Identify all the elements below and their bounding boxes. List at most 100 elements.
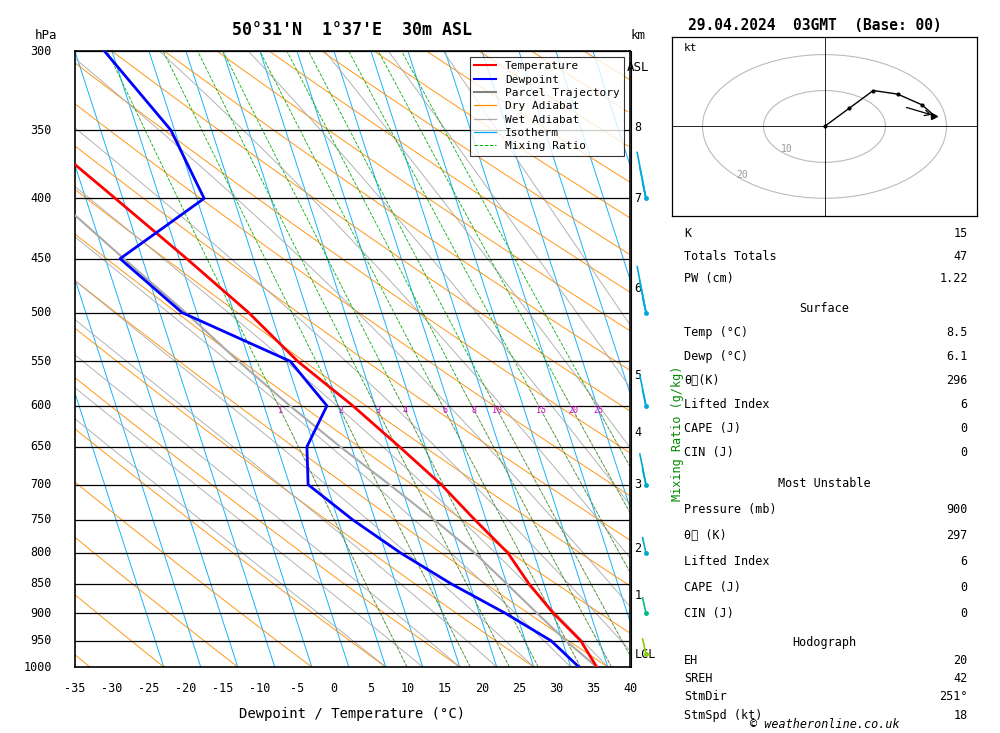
Text: 25: 25 — [593, 405, 603, 415]
Text: 1: 1 — [634, 589, 642, 603]
Text: 40: 40 — [623, 682, 637, 696]
Text: © weatheronline.co.uk: © weatheronline.co.uk — [750, 718, 900, 731]
Text: 600: 600 — [30, 399, 52, 412]
Text: -30: -30 — [101, 682, 123, 696]
Text: 350: 350 — [30, 124, 52, 136]
Text: 15: 15 — [954, 227, 968, 240]
Text: 25: 25 — [512, 682, 526, 696]
Text: 700: 700 — [30, 478, 52, 491]
Text: 15: 15 — [438, 682, 452, 696]
Text: -20: -20 — [175, 682, 197, 696]
Text: 30: 30 — [549, 682, 563, 696]
Text: 4: 4 — [402, 405, 407, 415]
Text: 35: 35 — [586, 682, 600, 696]
Text: 650: 650 — [30, 441, 52, 453]
Text: 7: 7 — [634, 192, 642, 205]
Text: Most Unstable: Most Unstable — [778, 477, 871, 490]
Text: 50°31'N  1°37'E  30m ASL: 50°31'N 1°37'E 30m ASL — [232, 21, 473, 39]
Text: SREH: SREH — [684, 672, 713, 685]
Text: 296: 296 — [946, 374, 968, 387]
Text: 297: 297 — [946, 529, 968, 542]
Text: θᴇ(K): θᴇ(K) — [684, 374, 720, 387]
Text: Pressure (mb): Pressure (mb) — [684, 503, 777, 516]
Text: Lifted Index: Lifted Index — [684, 398, 770, 410]
Text: kt: kt — [684, 43, 698, 53]
Text: -5: -5 — [290, 682, 304, 696]
Text: 15: 15 — [536, 405, 546, 415]
Text: 2: 2 — [338, 405, 343, 415]
Text: 2: 2 — [634, 542, 642, 555]
Text: 750: 750 — [30, 513, 52, 526]
Text: 800: 800 — [30, 546, 52, 559]
Text: PW (cm): PW (cm) — [684, 273, 734, 285]
Text: K: K — [684, 227, 691, 240]
Text: CIN (J): CIN (J) — [684, 446, 734, 459]
Text: 850: 850 — [30, 578, 52, 590]
Text: Mixing Ratio (g/kg): Mixing Ratio (g/kg) — [671, 365, 684, 501]
Text: 6: 6 — [961, 398, 968, 410]
Text: 20: 20 — [737, 170, 748, 180]
Text: 8: 8 — [472, 405, 477, 415]
Text: Dewpoint / Temperature (°C): Dewpoint / Temperature (°C) — [239, 707, 466, 721]
Text: 1: 1 — [278, 405, 283, 415]
Text: ASL: ASL — [627, 61, 650, 73]
Text: 450: 450 — [30, 252, 52, 265]
Text: 20: 20 — [954, 654, 968, 667]
Text: 0: 0 — [961, 446, 968, 459]
Text: -15: -15 — [212, 682, 234, 696]
Text: 950: 950 — [30, 634, 52, 647]
Text: 0: 0 — [330, 682, 338, 696]
Text: 0: 0 — [961, 607, 968, 620]
Text: 900: 900 — [946, 503, 968, 516]
Text: Dewp (°C): Dewp (°C) — [684, 350, 748, 363]
Text: 29.04.2024  03GMT  (Base: 00): 29.04.2024 03GMT (Base: 00) — [688, 18, 942, 33]
Text: 6.1: 6.1 — [946, 350, 968, 363]
Text: hPa: hPa — [35, 29, 57, 42]
Text: Temp (°C): Temp (°C) — [684, 326, 748, 339]
Text: StmSpd (kt): StmSpd (kt) — [684, 709, 763, 721]
Text: 20: 20 — [475, 682, 489, 696]
Text: 500: 500 — [30, 306, 52, 319]
Text: 251°: 251° — [939, 690, 968, 704]
Text: EH: EH — [684, 654, 698, 667]
Text: -35: -35 — [64, 682, 86, 696]
Text: 1.22: 1.22 — [939, 273, 968, 285]
Text: 1000: 1000 — [23, 660, 52, 674]
Text: 20: 20 — [568, 405, 578, 415]
Text: 0: 0 — [961, 581, 968, 594]
Text: 3: 3 — [375, 405, 380, 415]
Text: 8: 8 — [634, 121, 642, 133]
Text: LCL: LCL — [634, 647, 656, 660]
Text: θᴇ (K): θᴇ (K) — [684, 529, 727, 542]
Text: 8.5: 8.5 — [946, 326, 968, 339]
Text: CAPE (J): CAPE (J) — [684, 421, 741, 435]
Text: 10: 10 — [401, 682, 415, 696]
Text: StmDir: StmDir — [684, 690, 727, 704]
Text: 47: 47 — [954, 250, 968, 262]
Text: 0: 0 — [961, 421, 968, 435]
Text: 42: 42 — [954, 672, 968, 685]
Text: 6: 6 — [961, 555, 968, 568]
Text: 300: 300 — [30, 45, 52, 58]
Text: -25: -25 — [138, 682, 160, 696]
Text: Surface: Surface — [800, 302, 849, 315]
Text: -10: -10 — [249, 682, 271, 696]
Text: 6: 6 — [442, 405, 447, 415]
Text: 3: 3 — [634, 478, 642, 491]
Text: Hodograph: Hodograph — [792, 636, 857, 649]
Text: 5: 5 — [634, 369, 642, 382]
Text: 900: 900 — [30, 607, 52, 619]
Text: CIN (J): CIN (J) — [684, 607, 734, 620]
Text: CAPE (J): CAPE (J) — [684, 581, 741, 594]
Legend: Temperature, Dewpoint, Parcel Trajectory, Dry Adiabat, Wet Adiabat, Isotherm, Mi: Temperature, Dewpoint, Parcel Trajectory… — [470, 57, 624, 155]
Text: Totals Totals: Totals Totals — [684, 250, 777, 262]
Text: 18: 18 — [954, 709, 968, 721]
Text: 6: 6 — [634, 282, 642, 295]
Text: 550: 550 — [30, 355, 52, 368]
Text: 400: 400 — [30, 192, 52, 205]
Text: 4: 4 — [634, 426, 642, 439]
Text: km: km — [631, 29, 646, 42]
Text: 10: 10 — [492, 405, 502, 415]
Text: Lifted Index: Lifted Index — [684, 555, 770, 568]
Text: 5: 5 — [367, 682, 375, 696]
